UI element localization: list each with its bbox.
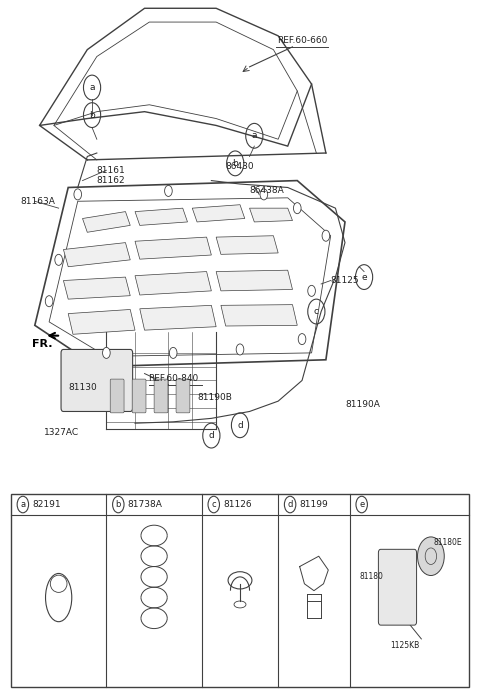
Circle shape (165, 185, 172, 197)
Text: 81199: 81199 (300, 500, 328, 509)
Text: b: b (232, 159, 238, 168)
Circle shape (45, 295, 53, 307)
FancyBboxPatch shape (378, 549, 417, 625)
Text: 81190A: 81190A (345, 400, 380, 409)
Text: e: e (361, 273, 367, 282)
Text: c: c (314, 307, 319, 316)
Text: a: a (89, 83, 95, 92)
Text: 81130: 81130 (68, 383, 97, 392)
Text: a: a (252, 131, 257, 140)
Text: b: b (116, 500, 121, 509)
Bar (11, 494, 469, 687)
Circle shape (418, 537, 444, 576)
Polygon shape (221, 304, 297, 326)
Text: d: d (288, 500, 293, 509)
Circle shape (260, 189, 268, 200)
Text: REF.60-660: REF.60-660 (277, 36, 327, 45)
FancyBboxPatch shape (176, 379, 190, 413)
Text: REF.60-840: REF.60-840 (148, 374, 198, 383)
Circle shape (308, 285, 315, 296)
Text: 81738A: 81738A (128, 500, 163, 509)
Text: 1125KB: 1125KB (390, 641, 419, 650)
Polygon shape (135, 271, 211, 295)
Text: a: a (20, 500, 25, 509)
Text: 1327AC: 1327AC (44, 428, 80, 437)
FancyBboxPatch shape (110, 379, 124, 413)
Text: 81126: 81126 (223, 500, 252, 509)
Text: 81180: 81180 (360, 572, 383, 581)
Text: e: e (359, 500, 364, 509)
FancyBboxPatch shape (61, 349, 132, 412)
FancyBboxPatch shape (132, 379, 146, 413)
Circle shape (55, 255, 62, 265)
Circle shape (298, 334, 306, 345)
Polygon shape (216, 270, 292, 291)
Text: 86438A: 86438A (250, 186, 284, 195)
Polygon shape (140, 305, 216, 330)
Circle shape (322, 230, 330, 242)
Polygon shape (192, 205, 245, 222)
Text: 81180E: 81180E (433, 538, 462, 547)
Text: 81161: 81161 (97, 166, 126, 175)
Text: 81125: 81125 (331, 276, 360, 285)
Text: FR.: FR. (33, 339, 53, 349)
Circle shape (103, 347, 110, 358)
Polygon shape (68, 309, 135, 334)
Text: 86430: 86430 (226, 163, 254, 172)
Circle shape (74, 189, 82, 200)
Polygon shape (63, 277, 130, 299)
Text: d: d (208, 431, 214, 440)
Polygon shape (216, 236, 278, 255)
Polygon shape (250, 208, 292, 222)
Polygon shape (135, 237, 211, 260)
Circle shape (293, 203, 301, 214)
Text: c: c (212, 500, 216, 509)
Text: d: d (237, 421, 243, 430)
FancyBboxPatch shape (154, 379, 168, 413)
Polygon shape (83, 212, 130, 233)
Text: 81162: 81162 (97, 176, 125, 185)
Text: 81163A: 81163A (21, 197, 55, 206)
Text: b: b (89, 111, 95, 120)
Polygon shape (63, 243, 130, 266)
Text: 81190B: 81190B (197, 393, 232, 402)
Text: 82191: 82191 (33, 500, 61, 509)
Polygon shape (135, 208, 188, 226)
Circle shape (236, 344, 244, 355)
Circle shape (169, 347, 177, 358)
